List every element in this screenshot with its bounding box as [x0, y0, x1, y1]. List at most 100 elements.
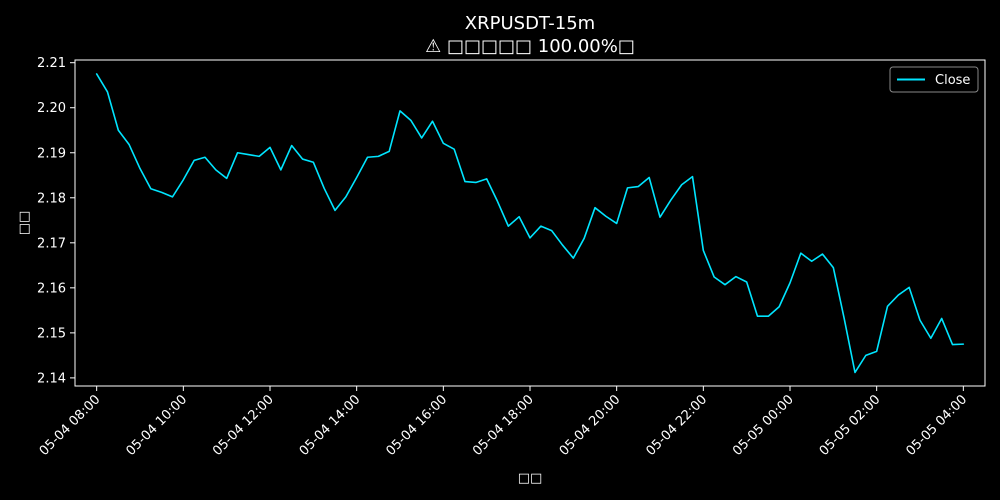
y-tick-label: 2.18 [37, 191, 66, 206]
data-point-close [193, 160, 195, 162]
data-point-close [627, 187, 629, 189]
data-point-close [475, 182, 477, 184]
data-point-close [226, 178, 228, 180]
data-point-close [280, 169, 282, 171]
data-point-close [117, 129, 119, 131]
data-point-close [107, 91, 109, 93]
data-point-close [377, 155, 379, 157]
data-point-close [302, 158, 304, 160]
data-point-close [497, 200, 499, 202]
data-point-close [952, 344, 954, 346]
data-point-close [269, 146, 271, 148]
data-point-close [464, 181, 466, 183]
y-tick-label: 2.16 [37, 281, 66, 296]
data-point-close [486, 178, 488, 180]
data-point-close [150, 188, 152, 190]
data-point-close [453, 148, 455, 150]
data-point-close [551, 230, 553, 232]
data-point-close [410, 119, 412, 121]
data-point-close [789, 282, 791, 284]
data-point-close [702, 250, 704, 252]
data-point-close [367, 156, 369, 158]
legend-label-close: Close [935, 73, 970, 88]
y-tick-label: 2.15 [37, 326, 66, 341]
data-point-close [442, 142, 444, 144]
y-axis-label: □□ [17, 211, 32, 236]
series-layer [95, 73, 965, 374]
data-point-close [215, 169, 217, 171]
data-point-close [778, 306, 780, 308]
data-point-close [897, 294, 899, 296]
data-point-close [172, 196, 174, 198]
data-point-close [811, 260, 813, 262]
data-point-close [746, 281, 748, 283]
data-point-close [800, 252, 802, 254]
data-point-close [941, 318, 943, 320]
data-point-close [258, 155, 260, 157]
data-point-close [562, 244, 564, 246]
y-tick-label: 2.17 [37, 236, 66, 251]
data-point-close [908, 286, 910, 288]
data-point-close [161, 191, 163, 193]
data-point-close [204, 156, 206, 158]
data-point-close [854, 372, 856, 374]
data-point-close [345, 196, 347, 198]
data-point-close [757, 315, 759, 317]
data-point-close [962, 343, 964, 345]
data-point-close [605, 215, 607, 217]
data-point-close [540, 225, 542, 227]
data-point-close [583, 237, 585, 239]
legend: Close [889, 66, 979, 93]
legend-box [889, 66, 979, 93]
chart-subtitle: ⚠ □□□□□ 100.00%□ [425, 36, 635, 57]
data-point-close [681, 184, 683, 186]
data-point-close [96, 73, 98, 75]
data-point-close [692, 176, 694, 178]
data-point-close [887, 305, 889, 307]
y-tick-label: 2.14 [37, 371, 66, 386]
data-point-close [767, 315, 769, 317]
data-point-close [735, 276, 737, 278]
data-point-close [399, 110, 401, 112]
data-point-close [421, 137, 423, 139]
data-point-close [139, 168, 141, 170]
x-axis-label: □□ [518, 471, 543, 486]
data-point-close [529, 237, 531, 239]
data-point-close [334, 209, 336, 211]
data-point-close [432, 120, 434, 122]
data-point-close [616, 223, 618, 225]
data-point-close [247, 154, 249, 156]
data-point-close [237, 152, 239, 154]
data-point-close [832, 267, 834, 269]
y-axis: 2.14 2.15 2.16 2.17 2.18 2.19 2.20 2.21 [37, 56, 75, 386]
data-point-close [388, 151, 390, 153]
y-tick-label: 2.20 [37, 101, 66, 116]
data-point-close [312, 161, 314, 163]
data-point-close [507, 225, 509, 227]
data-point-close [876, 350, 878, 352]
data-point-close [128, 144, 130, 146]
data-point-close [518, 216, 520, 218]
data-point-close [919, 319, 921, 321]
y-tick-label: 2.21 [37, 56, 66, 71]
data-point-close [356, 177, 358, 179]
data-point-close [865, 354, 867, 356]
data-point-close [822, 253, 824, 255]
data-point-close [637, 186, 639, 188]
data-point-close [930, 337, 932, 339]
data-point-close [323, 187, 325, 189]
data-point-close [843, 318, 845, 320]
data-point-close [594, 207, 596, 209]
data-point-close [648, 177, 650, 179]
data-point-close [182, 179, 184, 181]
data-point-close [670, 199, 672, 201]
y-tick-label: 2.19 [37, 146, 66, 161]
data-point-close [659, 216, 661, 218]
data-point-close [572, 257, 574, 259]
series-line-close [95, 73, 965, 374]
data-point-close [713, 276, 715, 278]
chart-title: XRPUSDT-15m [465, 13, 595, 34]
data-point-close [724, 284, 726, 286]
